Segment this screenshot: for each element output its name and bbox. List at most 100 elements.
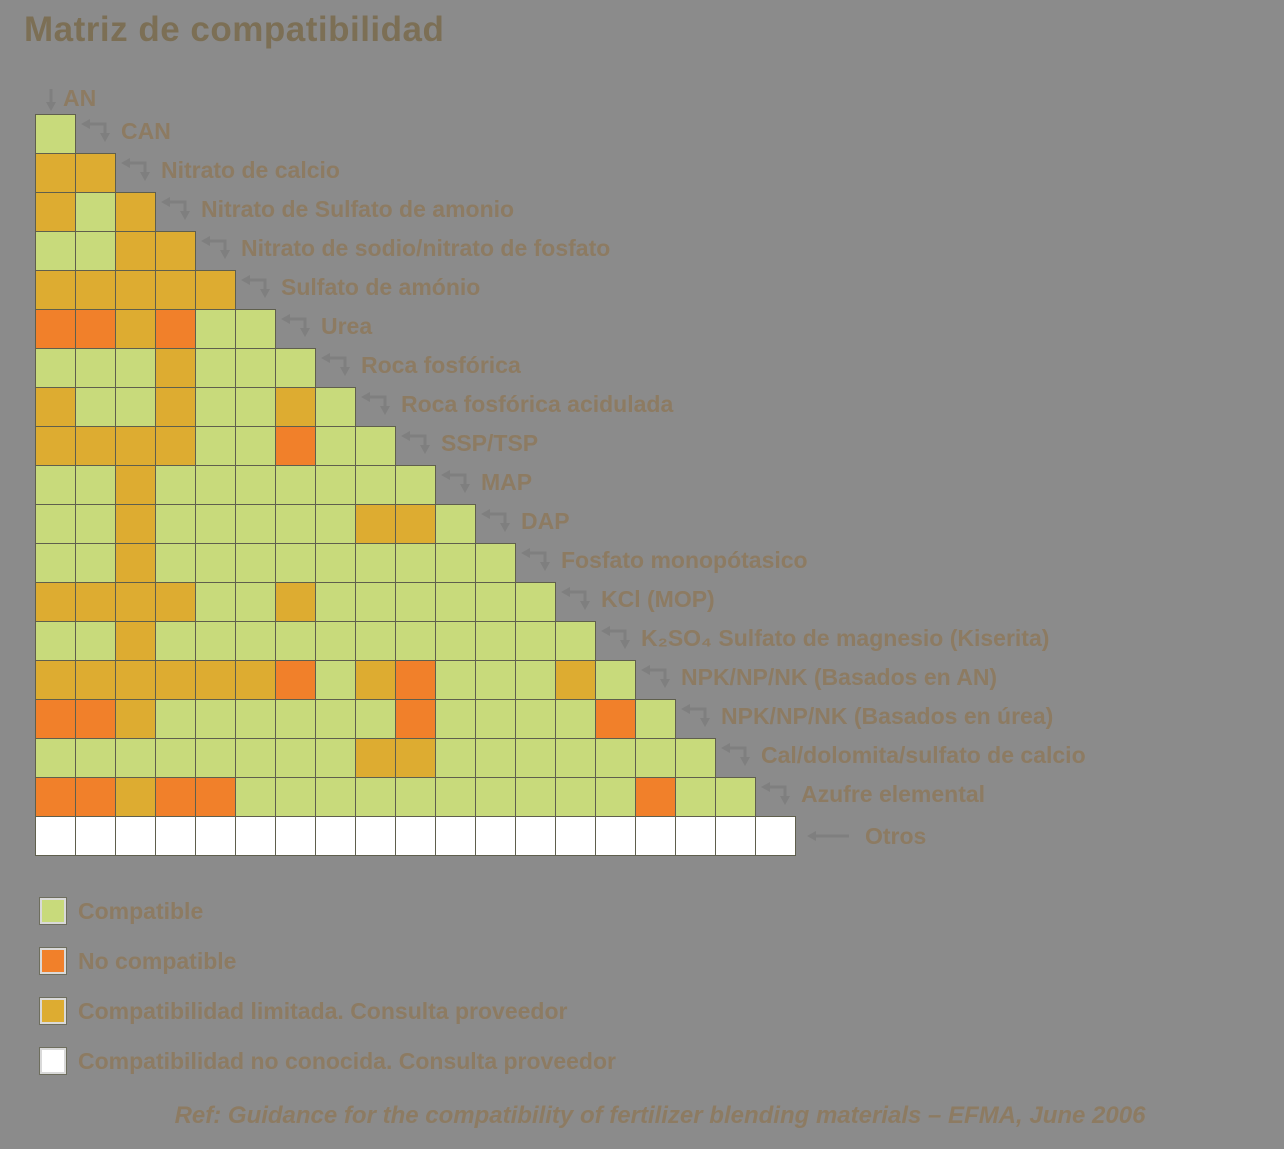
matrix-cell — [515, 699, 556, 739]
matrix-cell — [35, 543, 76, 583]
matrix-cell — [115, 465, 156, 505]
matrix-cell — [355, 660, 396, 700]
label-arrow-hook-icon — [480, 507, 514, 540]
label-arrow-hook-icon — [400, 429, 434, 462]
matrix-cell — [315, 699, 356, 739]
material-label: MAP — [481, 469, 533, 495]
matrix-cell — [35, 660, 76, 700]
matrix-cell — [35, 504, 76, 544]
matrix-cell — [315, 777, 356, 817]
matrix-cell — [275, 543, 316, 583]
matrix-cell — [275, 699, 316, 739]
matrix-cell — [115, 582, 156, 622]
matrix-cell — [75, 348, 116, 388]
matrix-cell — [435, 699, 476, 739]
legend-label: No compatible — [78, 948, 237, 974]
matrix-cell — [155, 738, 196, 778]
matrix-cell — [315, 465, 356, 505]
matrix-cell — [315, 621, 356, 661]
matrix-cell — [115, 543, 156, 583]
matrix-cell — [195, 348, 236, 388]
matrix-cell — [595, 816, 636, 856]
reference-footer: Ref: Guidance for the compatibility of f… — [174, 1102, 1146, 1129]
matrix-cell — [515, 777, 556, 817]
material-label: K₂SO₄ Sulfato de magnesio (Kiserita) — [641, 625, 1050, 651]
matrix-cell — [435, 777, 476, 817]
matrix-cell — [235, 738, 276, 778]
matrix-cell — [275, 504, 316, 544]
matrix-cell — [235, 660, 276, 700]
matrix-cell — [35, 738, 76, 778]
label-arrow-hook-icon — [160, 195, 194, 228]
matrix-cell — [235, 621, 276, 661]
matrix-cell — [155, 582, 196, 622]
material-label: SSP/TSP — [441, 430, 539, 456]
matrix-cell — [115, 426, 156, 466]
matrix-cell — [595, 660, 636, 700]
matrix-cell — [195, 777, 236, 817]
matrix-cell — [195, 387, 236, 427]
matrix-cell — [595, 777, 636, 817]
label-arrow-hook-icon — [760, 780, 794, 813]
matrix-cell — [195, 816, 236, 856]
matrix-cell — [675, 738, 716, 778]
material-label: Otros — [865, 823, 927, 849]
matrix-cell — [475, 699, 516, 739]
matrix-cell — [675, 816, 716, 856]
matrix-cell — [315, 582, 356, 622]
matrix-cell — [635, 699, 676, 739]
matrix-cell — [155, 348, 196, 388]
matrix-cell — [235, 699, 276, 739]
matrix-cell — [635, 777, 676, 817]
matrix-cell — [115, 270, 156, 310]
matrix-cell — [515, 816, 556, 856]
matrix-cell — [515, 582, 556, 622]
label-arrow-hook-icon — [360, 390, 394, 423]
matrix-cell — [635, 816, 676, 856]
matrix-cell — [75, 231, 116, 271]
matrix-cell — [75, 621, 116, 661]
matrix-cell — [635, 738, 676, 778]
label-arrow-hook-icon — [120, 156, 154, 189]
page-title: Matriz de compatibilidad — [24, 10, 445, 49]
matrix-cell — [395, 699, 436, 739]
material-label: CAN — [121, 118, 171, 144]
matrix-cell — [75, 816, 116, 856]
label-arrow-hook-icon — [320, 351, 354, 384]
matrix-cell — [235, 387, 276, 427]
matrix-cell — [115, 387, 156, 427]
matrix-cell — [35, 465, 76, 505]
matrix-cell — [275, 816, 316, 856]
matrix-cell — [35, 153, 76, 193]
matrix-cell — [75, 387, 116, 427]
matrix-cell — [155, 660, 196, 700]
matrix-cell — [275, 348, 316, 388]
matrix-cell — [395, 738, 436, 778]
material-label: AN — [63, 85, 97, 111]
matrix-cell — [275, 387, 316, 427]
label-arrow-hook-icon — [720, 741, 754, 774]
material-label: Urea — [321, 313, 373, 339]
matrix-cell — [75, 777, 116, 817]
matrix-cell — [475, 543, 516, 583]
legend-label: Compatibilidad no conocida. Consulta pro… — [78, 1048, 616, 1074]
matrix-cell — [355, 465, 396, 505]
matrix-cell — [235, 777, 276, 817]
matrix-cell — [195, 504, 236, 544]
matrix-cell — [355, 426, 396, 466]
material-label: Azufre elemental — [801, 781, 986, 807]
matrix-cell — [155, 426, 196, 466]
matrix-cell — [515, 621, 556, 661]
matrix-cell — [275, 465, 316, 505]
matrix-cell — [155, 699, 196, 739]
matrix-cell — [555, 699, 596, 739]
matrix-cell — [195, 699, 236, 739]
label-arrow-hook-icon — [600, 624, 634, 657]
matrix-cell — [715, 777, 756, 817]
matrix-cell — [395, 777, 436, 817]
legend-swatch-compatible — [39, 897, 67, 925]
matrix-cell — [275, 582, 316, 622]
matrix-cell — [195, 582, 236, 622]
matrix-cell — [355, 738, 396, 778]
matrix-cell — [75, 504, 116, 544]
